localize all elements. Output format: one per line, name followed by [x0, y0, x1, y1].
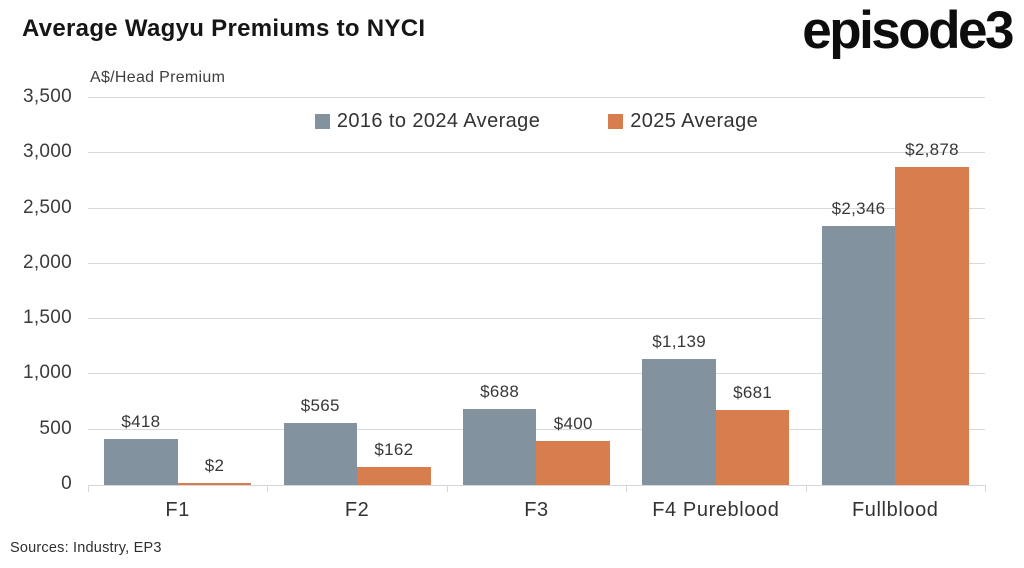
chart-title: Average Wagyu Premiums to NYCI — [22, 15, 426, 42]
bar — [283, 422, 358, 485]
y-tick-label: 3,000 — [22, 141, 72, 163]
bar-column: $1,139 — [642, 98, 716, 485]
y-tick-label: 2,500 — [22, 196, 72, 218]
bar-column: $565 — [283, 98, 358, 485]
bar-value-label: $400 — [553, 413, 593, 433]
y-axis-title: A$/Head Premium — [90, 69, 226, 86]
bar — [462, 408, 537, 485]
bar — [715, 409, 790, 485]
bar-column: $400 — [536, 98, 611, 485]
legend-swatch — [314, 114, 330, 129]
bar — [177, 483, 252, 485]
bar-column: $162 — [357, 98, 431, 485]
gridline — [88, 207, 985, 209]
y-tick-label: 1,500 — [22, 307, 72, 329]
bar — [895, 166, 969, 485]
bar-group: $1,139 $681 — [626, 98, 805, 485]
sources-note: Sources: Industry, EP3 — [10, 540, 162, 556]
gridline — [88, 428, 985, 430]
y-tick-label: 500 — [39, 417, 72, 439]
bar-column: $2,346 — [821, 98, 896, 485]
gridline — [88, 97, 985, 98]
bar-groups: $418 $2 $565 $162 $688 $400 $1,139 $681 $2,346 $2… — [88, 98, 985, 485]
x-axis-tick — [267, 485, 269, 492]
y-tick-label: 0 — [61, 473, 72, 494]
gridline — [88, 318, 985, 320]
bar-column: $2 — [177, 98, 252, 485]
x-axis-ticks — [88, 485, 986, 492]
gridline — [88, 262, 985, 264]
x-axis-category-label: F1 — [165, 499, 190, 521]
bar-group: $688 $400 — [447, 98, 626, 485]
bar-value-label: $1,139 — [652, 332, 706, 352]
bar-group: $418 $2 — [88, 98, 267, 485]
gridline — [88, 152, 985, 154]
y-tick-label: 2,000 — [22, 251, 72, 273]
legend-label: 2016 to 2024 Average — [336, 110, 541, 132]
bar — [357, 467, 431, 485]
legend-item: 2025 Average — [608, 110, 758, 133]
bar-value-label: $565 — [300, 395, 340, 415]
x-axis-labels: F1 F2 F3 F4 Pureblood Fullblood — [88, 499, 985, 522]
legend-item: 2016 to 2024 Average — [314, 110, 541, 133]
bar-value-label: $162 — [374, 440, 414, 460]
bar — [642, 359, 716, 485]
bar — [104, 438, 178, 485]
bar-column: $681 — [715, 98, 790, 485]
bar-value-label: $688 — [480, 381, 520, 401]
legend-swatch — [608, 114, 624, 129]
bar — [821, 225, 896, 485]
legend-label: 2025 Average — [630, 110, 759, 132]
y-tick-label: 1,000 — [22, 362, 72, 384]
bar-column: $418 — [104, 98, 178, 485]
plot-area: $418 $2 $565 $162 $688 $400 $1,139 $681 $2,346 $2… — [88, 97, 985, 486]
y-tick-label: 3,500 — [22, 86, 72, 107]
bar-value-label: $2 — [204, 456, 225, 475]
episode3-logo: episode3 — [802, 1, 1014, 60]
x-axis-tick — [446, 485, 448, 492]
x-axis-category-label: F2 — [344, 499, 370, 521]
bar-value-label: $2,878 — [905, 139, 959, 159]
bar-column: $688 — [462, 98, 537, 485]
x-axis-category-label: F4 Pureblood — [652, 499, 780, 521]
bar-column: $2,878 — [895, 98, 969, 485]
x-axis-tick — [626, 485, 628, 492]
bar-group: $565 $162 — [267, 98, 446, 485]
bar-value-label: $418 — [121, 411, 161, 431]
bar-value-label: $681 — [733, 382, 773, 402]
x-axis-category-label: F3 — [524, 499, 549, 521]
x-axis-tick — [88, 485, 89, 492]
bar-value-label: $2,346 — [831, 198, 886, 218]
bar-group: $2,346 $2,878 — [806, 98, 985, 485]
gridline — [88, 373, 985, 375]
x-axis-tick — [985, 485, 986, 492]
x-axis-tick — [805, 485, 807, 492]
bar — [536, 440, 611, 485]
x-axis-category-label: Fullblood — [851, 499, 939, 521]
legend: 2016 to 2024 Average 2025 Average — [88, 110, 985, 133]
y-axis-labels: 0 500 1,000 1,500 2,000 2,500 3,000 3,500 — [0, 86, 72, 494]
